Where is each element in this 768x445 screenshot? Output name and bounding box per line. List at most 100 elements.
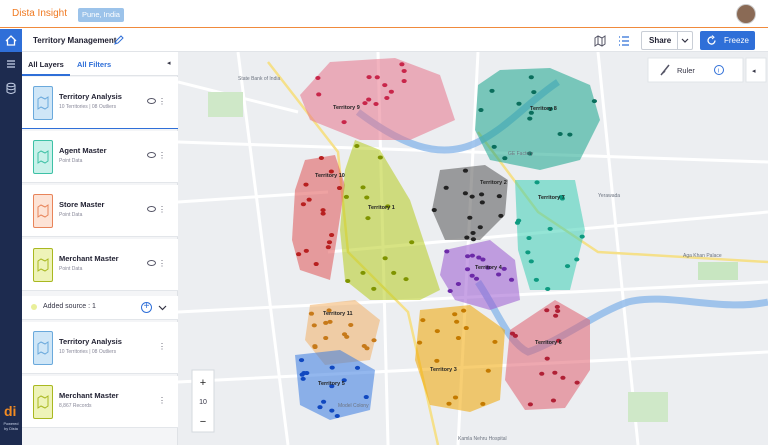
location-dot[interactable] — [512, 333, 518, 338]
menu-icon[interactable]: ⋮ — [158, 259, 166, 268]
location-dot[interactable] — [434, 329, 440, 334]
location-dot[interactable] — [336, 186, 343, 191]
location-dot[interactable] — [329, 233, 335, 238]
location-dot[interactable] — [371, 338, 377, 343]
tab[interactable]: All Layers — [28, 60, 64, 69]
location-dot[interactable] — [377, 155, 383, 160]
location-dot[interactable] — [527, 151, 533, 156]
territory-area[interactable] — [305, 300, 380, 365]
location-dot[interactable] — [478, 108, 484, 113]
location-dot[interactable] — [446, 401, 452, 406]
collapse-icon[interactable]: ◂ — [167, 60, 171, 67]
location-dot[interactable] — [343, 194, 350, 199]
location-dot[interactable] — [544, 308, 550, 313]
location-dot[interactable] — [579, 234, 585, 239]
location-dot[interactable] — [317, 405, 323, 410]
location-dot[interactable] — [473, 276, 480, 281]
location-dot[interactable] — [547, 226, 553, 231]
location-dot[interactable] — [477, 225, 483, 230]
location-dot[interactable] — [360, 270, 366, 275]
list-icon[interactable] — [0, 57, 22, 71]
visibility-icon[interactable] — [147, 260, 156, 266]
territory-area[interactable] — [415, 305, 505, 412]
location-dot[interactable] — [485, 265, 491, 270]
location-dot[interactable] — [539, 371, 545, 376]
location-dot[interactable] — [303, 248, 309, 253]
location-dot[interactable] — [401, 79, 407, 84]
ruler-label[interactable]: Ruler — [677, 66, 695, 75]
location-dot[interactable] — [527, 402, 533, 407]
location-dot[interactable] — [528, 110, 534, 115]
location-dot[interactable] — [366, 97, 372, 102]
location-dot[interactable] — [401, 68, 407, 73]
expand-icon[interactable] — [158, 304, 167, 312]
location-dot[interactable] — [384, 95, 390, 100]
territory-area[interactable] — [440, 240, 520, 310]
location-dot[interactable] — [564, 264, 571, 269]
location-dot[interactable] — [455, 336, 462, 341]
location-dot[interactable] — [447, 288, 453, 293]
location-dot[interactable] — [360, 185, 366, 190]
location-dot[interactable] — [528, 259, 534, 264]
location-dot[interactable] — [531, 90, 537, 95]
visibility-icon[interactable] — [147, 98, 156, 104]
location-dot[interactable] — [528, 75, 534, 80]
location-dot[interactable] — [329, 365, 335, 370]
location-dot[interactable] — [591, 99, 597, 104]
location-dot[interactable] — [371, 286, 377, 291]
location-dot[interactable] — [364, 346, 370, 351]
location-dot[interactable] — [328, 169, 334, 174]
location-badge[interactable]: Pune, India — [78, 8, 124, 22]
location-dot[interactable] — [533, 277, 539, 282]
location-dot[interactable] — [301, 370, 307, 375]
location-dot[interactable] — [559, 196, 565, 201]
location-dot[interactable] — [514, 220, 521, 225]
layer-card[interactable]: Agent Master Point Data ⋮ — [22, 131, 178, 183]
location-dot[interactable] — [316, 92, 322, 97]
location-dot[interactable] — [431, 208, 437, 213]
territory-area[interactable] — [300, 58, 455, 140]
location-dot[interactable] — [469, 194, 475, 199]
menu-icon[interactable]: ⋮ — [158, 342, 166, 351]
location-dot[interactable] — [469, 273, 475, 278]
location-dot[interactable] — [476, 255, 482, 260]
location-dot[interactable] — [416, 340, 423, 345]
location-dot[interactable] — [391, 270, 397, 275]
location-dot[interactable] — [354, 365, 361, 370]
layer-card[interactable]: Merchant Master Point Data ⋮ — [22, 239, 178, 291]
location-dot[interactable] — [385, 204, 391, 209]
layer-card[interactable]: Territory Analysis 10 Territories | 08 O… — [22, 77, 178, 129]
location-dot[interactable] — [455, 281, 461, 286]
territory-area[interactable] — [432, 165, 508, 240]
territory-area[interactable] — [475, 68, 600, 170]
location-dot[interactable] — [374, 75, 380, 80]
menu-icon[interactable]: ⋮ — [158, 396, 166, 405]
layer-card[interactable]: Merchant Master 8,867 Records ⋮ — [22, 376, 178, 428]
location-dot[interactable] — [366, 75, 372, 80]
location-dot[interactable] — [320, 399, 327, 404]
location-dot[interactable] — [300, 376, 306, 381]
location-dot[interactable] — [306, 197, 312, 202]
location-dot[interactable] — [399, 62, 405, 67]
location-dot[interactable] — [508, 277, 515, 282]
location-dot[interactable] — [409, 240, 415, 245]
location-dot[interactable] — [470, 237, 477, 242]
location-dot[interactable] — [303, 182, 309, 187]
location-dot[interactable] — [420, 318, 426, 323]
location-dot[interactable] — [527, 116, 533, 121]
location-dot[interactable] — [516, 101, 522, 106]
location-dot[interactable] — [489, 88, 495, 93]
location-dot[interactable] — [545, 286, 551, 291]
menu-icon[interactable]: ⋮ — [158, 97, 166, 106]
tab[interactable]: All Filters — [77, 60, 112, 69]
add-source-icon[interactable]: + — [141, 302, 152, 313]
territory-area[interactable] — [505, 300, 590, 410]
layer-card[interactable]: Store Master Point Data ⋮ — [22, 185, 178, 237]
location-dot[interactable] — [315, 76, 321, 81]
location-dot[interactable] — [329, 408, 335, 413]
location-dot[interactable] — [363, 395, 369, 400]
location-dot[interactable] — [348, 322, 354, 327]
database-icon[interactable] — [0, 82, 22, 96]
location-dot[interactable] — [501, 266, 507, 271]
map-view-icon[interactable] — [594, 35, 606, 47]
